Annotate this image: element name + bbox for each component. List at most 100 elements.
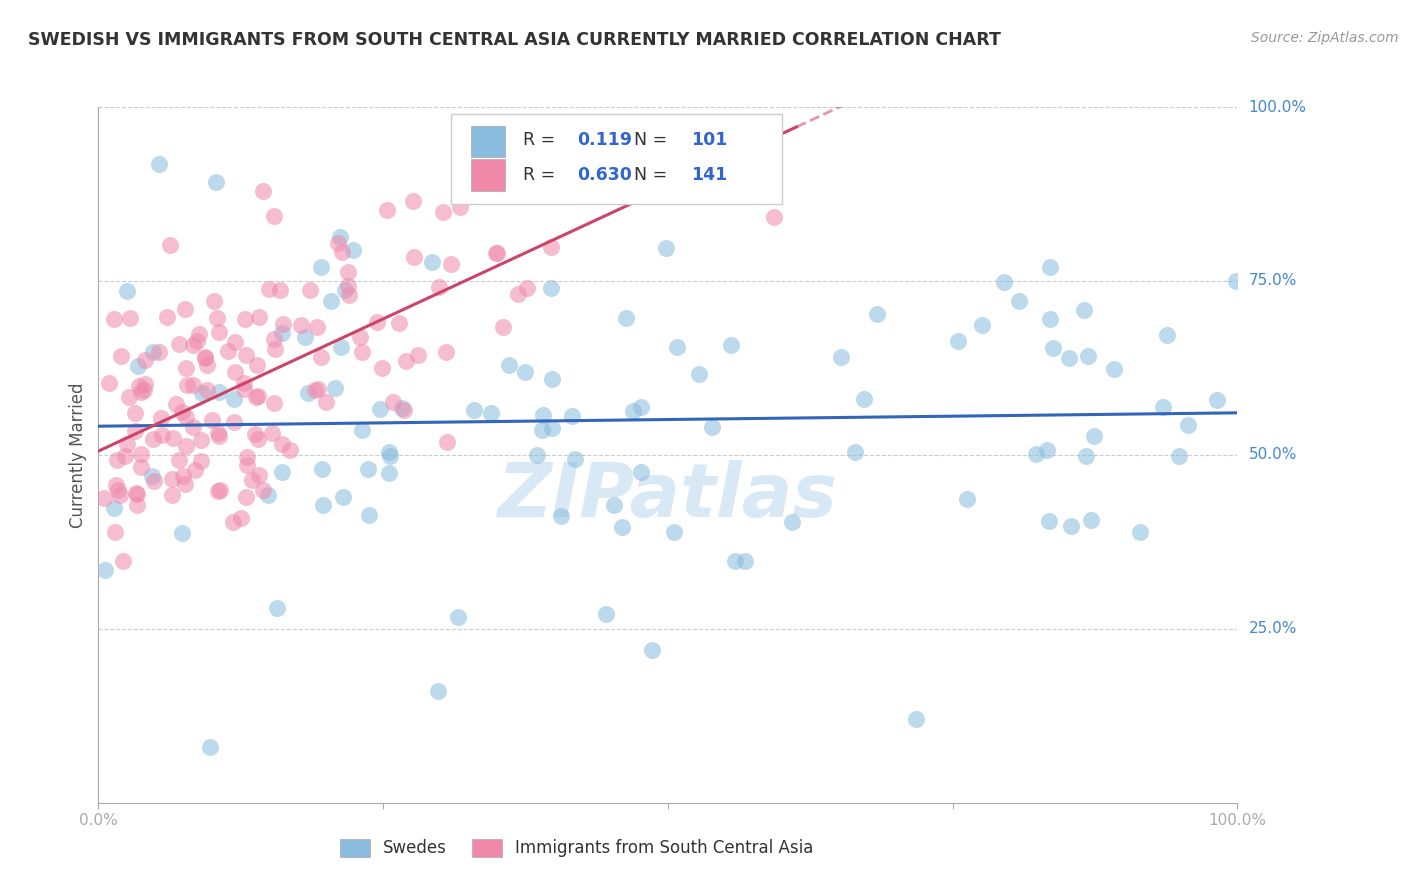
Point xyxy=(174,439,197,453)
Point xyxy=(269,283,291,297)
Point xyxy=(332,490,354,504)
Point xyxy=(1073,302,1095,317)
Point xyxy=(191,385,214,400)
Point xyxy=(129,384,152,399)
Point xyxy=(167,453,190,467)
Point xyxy=(150,427,173,442)
Point xyxy=(290,318,312,333)
Text: 75.0%: 75.0% xyxy=(1249,274,1296,288)
Point xyxy=(432,204,454,219)
Point xyxy=(540,240,562,254)
Point xyxy=(129,460,152,475)
Point xyxy=(187,326,209,341)
Point xyxy=(349,329,371,343)
Point xyxy=(190,453,212,467)
Point xyxy=(190,433,212,447)
Point xyxy=(1077,349,1099,363)
Point xyxy=(149,411,172,425)
Point xyxy=(170,405,193,419)
Point xyxy=(229,511,252,525)
Point xyxy=(142,432,165,446)
Point xyxy=(530,424,553,438)
Point xyxy=(224,415,246,429)
Point xyxy=(612,519,634,533)
Text: 0.630: 0.630 xyxy=(576,166,631,184)
Point xyxy=(366,315,388,329)
Point xyxy=(208,384,231,399)
Point xyxy=(311,462,333,476)
Text: 25.0%: 25.0% xyxy=(1249,622,1296,636)
Point xyxy=(321,293,343,308)
Point xyxy=(323,381,346,395)
Point xyxy=(352,423,374,437)
Point xyxy=(167,336,190,351)
Point xyxy=(307,382,329,396)
Point xyxy=(671,118,693,132)
Point xyxy=(195,359,218,373)
Point xyxy=(271,317,294,331)
Point xyxy=(246,433,269,447)
Point xyxy=(224,334,246,349)
Point xyxy=(463,403,485,417)
Point xyxy=(427,280,450,294)
Point xyxy=(156,310,179,324)
Point xyxy=(603,499,626,513)
Point xyxy=(420,254,443,268)
Point xyxy=(1152,400,1174,414)
Point xyxy=(312,499,335,513)
Point xyxy=(194,350,217,364)
Point xyxy=(993,275,1015,289)
Point xyxy=(630,401,652,415)
Point xyxy=(526,448,548,462)
Point xyxy=(252,483,274,498)
FancyBboxPatch shape xyxy=(471,126,505,157)
Point xyxy=(595,607,617,621)
Point xyxy=(236,458,259,473)
Point xyxy=(232,376,254,391)
Point xyxy=(201,413,224,427)
Point xyxy=(217,343,239,358)
Point xyxy=(263,333,285,347)
Point xyxy=(650,161,672,176)
Text: 100.0%: 100.0% xyxy=(1249,100,1306,114)
Point xyxy=(110,349,132,363)
Point xyxy=(830,350,852,364)
Point xyxy=(461,178,484,192)
Y-axis label: Currently Married: Currently Married xyxy=(69,382,87,528)
Point xyxy=(110,488,132,502)
Point xyxy=(207,484,229,499)
Point xyxy=(449,200,471,214)
Point xyxy=(688,367,710,381)
Point xyxy=(630,465,652,479)
Point xyxy=(1025,447,1047,461)
Point xyxy=(1225,274,1247,288)
Point xyxy=(853,392,876,407)
Point xyxy=(513,365,536,379)
Point xyxy=(129,447,152,461)
Point xyxy=(257,282,280,296)
Point xyxy=(181,378,204,392)
Point xyxy=(329,230,352,244)
Point xyxy=(235,348,257,362)
Point xyxy=(111,554,134,568)
Point xyxy=(844,444,866,458)
Point xyxy=(378,466,401,480)
Point xyxy=(388,316,411,330)
Point xyxy=(948,334,970,348)
Point xyxy=(125,487,148,501)
Point xyxy=(621,403,644,417)
Point xyxy=(1038,515,1060,529)
Point xyxy=(128,379,150,393)
Point xyxy=(263,342,285,356)
Text: N =: N = xyxy=(634,131,672,150)
Point xyxy=(271,326,294,341)
Point xyxy=(782,515,804,529)
Point xyxy=(408,348,430,362)
Point xyxy=(117,390,139,404)
Point xyxy=(662,524,685,539)
Point xyxy=(337,279,360,293)
Point xyxy=(141,469,163,483)
Point xyxy=(1060,519,1083,533)
Point xyxy=(142,344,165,359)
Point xyxy=(125,486,148,500)
